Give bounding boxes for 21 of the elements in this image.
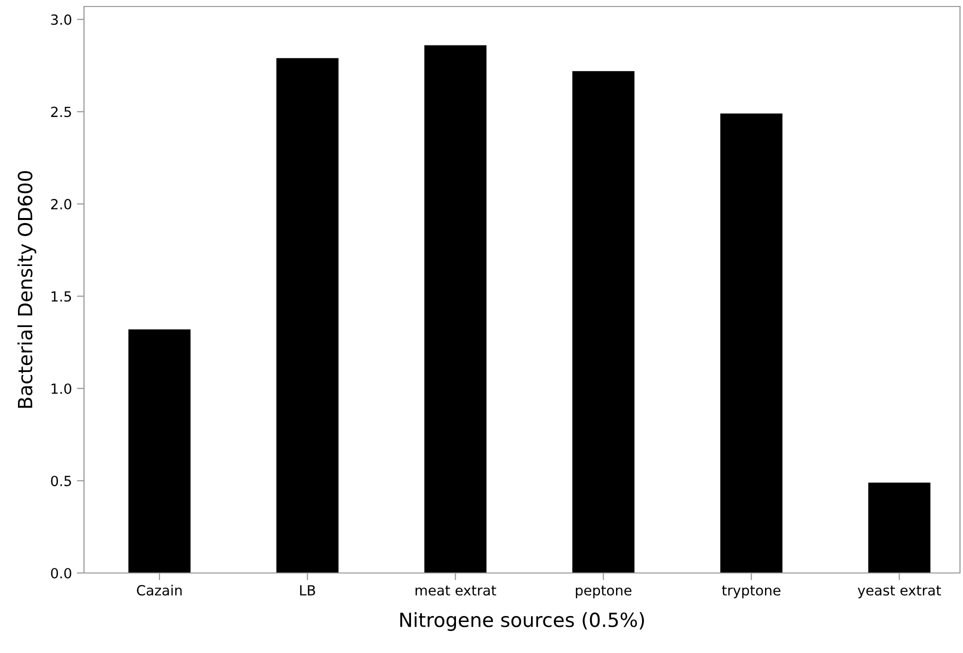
x-tick-label: LB: [300, 585, 316, 596]
y-tick-label: 2.0: [51, 198, 72, 210]
y-tick-label: 1.0: [52, 383, 72, 394]
y-tick-label: 3.0: [51, 14, 72, 25]
bar: [424, 45, 486, 573]
x-tick-label: meat extrat: [416, 586, 496, 596]
x-tick-label: Cazain: [136, 584, 182, 596]
x-axis-title: Nitrogene sources (0.5%): [400, 612, 644, 631]
bar: [572, 71, 634, 573]
y-axis-title: Bacterial Density OD600: [17, 171, 36, 408]
bar: [276, 58, 339, 573]
x-tick-label: yeast extrat: [858, 586, 941, 598]
bar: [720, 114, 782, 573]
y-tick-label: 1.5: [52, 291, 71, 302]
x-tick-label: tryptone: [722, 586, 780, 598]
bar: [868, 482, 930, 573]
y-tick-label: 0.5: [51, 476, 71, 486]
y-tick-label: 0.0: [51, 568, 72, 578]
bar: [128, 329, 191, 573]
x-tick-label: peptone: [576, 586, 632, 598]
y-tick-label: 2.5: [51, 106, 71, 118]
